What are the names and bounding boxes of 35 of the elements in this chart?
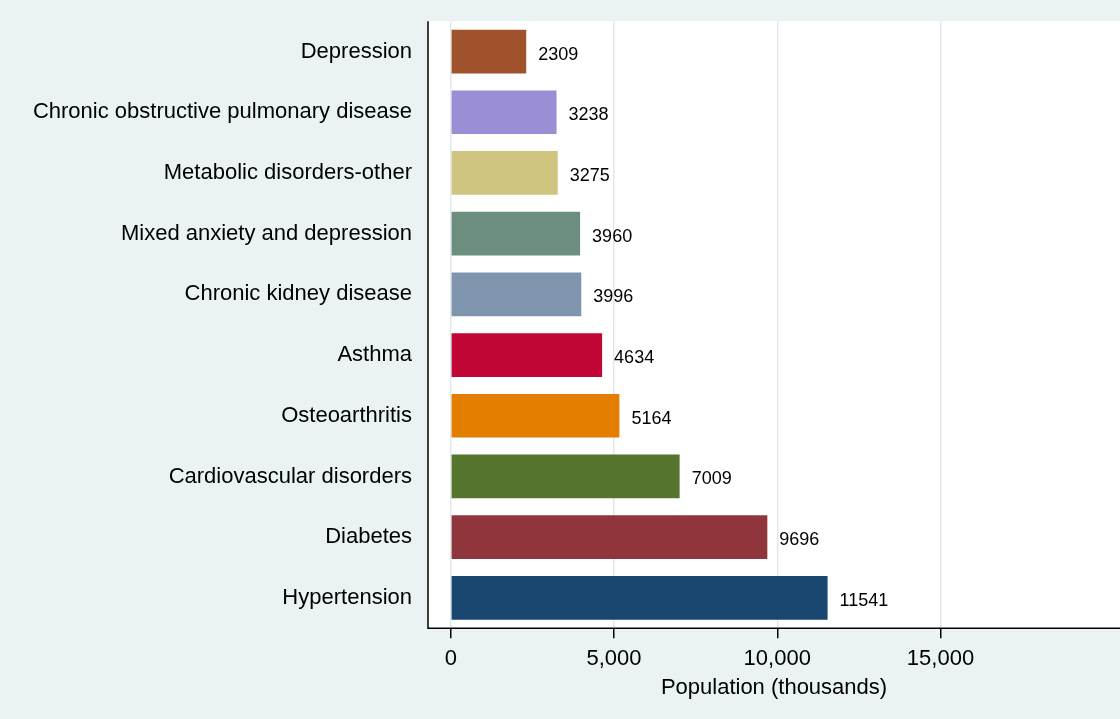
data-label: 3996 [593, 286, 634, 307]
data-label: 9696 [779, 529, 820, 550]
data-label: 5164 [631, 407, 672, 428]
x-tick-label: 5,000 [586, 645, 642, 671]
bar [451, 90, 557, 135]
bar [451, 151, 558, 195]
y-tick-label: Chronic kidney disease [184, 280, 412, 306]
y-tick-label: Chronic obstructive pulmonary disease [32, 98, 412, 124]
bar [451, 393, 620, 438]
data-label: 3275 [569, 164, 610, 185]
bar [451, 576, 828, 620]
y-tick-label: Osteoarthritis [281, 401, 412, 427]
bar [451, 333, 603, 377]
y-tick-label: Metabolic disorders-other [163, 159, 412, 185]
y-tick-label: Cardiovascular disorders [168, 462, 412, 488]
bar [451, 272, 582, 317]
y-tick-label: Diabetes [325, 523, 412, 549]
bar [451, 29, 527, 74]
y-tick-label: Asthma [337, 341, 413, 367]
y-tick-label: Depression [300, 37, 412, 63]
x-tick-label: 0 [444, 645, 457, 671]
data-label: 11541 [839, 589, 889, 610]
x-tick-label: 15,000 [906, 645, 975, 671]
bar [451, 454, 680, 499]
bar [451, 515, 768, 559]
y-tick-label: Hypertension [282, 583, 412, 609]
data-label: 2309 [538, 43, 579, 64]
x-axis-title: Population (thousands) [660, 673, 888, 699]
data-label: 3238 [568, 104, 609, 125]
data-label: 3960 [592, 225, 633, 246]
bar [451, 211, 581, 256]
data-label: 4634 [614, 347, 655, 368]
y-tick-label: Mixed anxiety and depression [120, 219, 412, 245]
data-label: 7009 [691, 468, 732, 489]
x-tick-label: 10,000 [743, 645, 811, 671]
